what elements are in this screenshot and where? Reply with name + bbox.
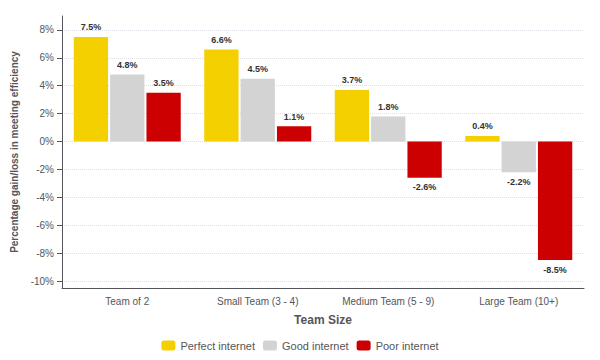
svg-text:Small Team (3 - 4): Small Team (3 - 4) [217, 296, 299, 307]
svg-text:8%: 8% [40, 24, 55, 35]
svg-text:7.5%: 7.5% [81, 22, 102, 32]
svg-text:2%: 2% [40, 108, 55, 119]
svg-text:1.1%: 1.1% [284, 112, 305, 122]
svg-text:4%: 4% [40, 80, 55, 91]
svg-text:Perfect internet: Perfect internet [180, 340, 255, 352]
svg-text:-8%: -8% [36, 248, 54, 259]
svg-text:3.7%: 3.7% [342, 75, 363, 85]
svg-text:3.5%: 3.5% [153, 78, 174, 88]
svg-text:Poor internet: Poor internet [376, 340, 439, 352]
svg-text:-4%: -4% [36, 192, 54, 203]
svg-text:0.4%: 0.4% [472, 121, 493, 131]
svg-text:0%: 0% [40, 136, 55, 147]
svg-text:-6%: -6% [36, 220, 54, 231]
svg-text:-8.5%: -8.5% [543, 265, 567, 275]
svg-text:Good internet: Good internet [282, 340, 349, 352]
svg-text:4.5%: 4.5% [247, 64, 268, 74]
svg-text:Percentage gain/loss in meetin: Percentage gain/loss in meeting efficien… [9, 51, 20, 253]
svg-text:Large Team (10+): Large Team (10+) [479, 296, 558, 307]
svg-text:1.8%: 1.8% [378, 102, 399, 112]
svg-text:Team Size: Team Size [294, 313, 352, 327]
svg-text:Medium Team (5 - 9): Medium Team (5 - 9) [342, 296, 434, 307]
svg-text:-2%: -2% [36, 164, 54, 175]
svg-text:-2.6%: -2.6% [413, 182, 437, 192]
svg-text:6%: 6% [40, 52, 55, 63]
svg-text:4.8%: 4.8% [117, 60, 138, 70]
svg-text:-2.2%: -2.2% [507, 177, 531, 187]
svg-text:6.6%: 6.6% [211, 35, 232, 45]
svg-text:-10%: -10% [31, 276, 54, 287]
svg-text:Team of 2: Team of 2 [105, 296, 149, 307]
